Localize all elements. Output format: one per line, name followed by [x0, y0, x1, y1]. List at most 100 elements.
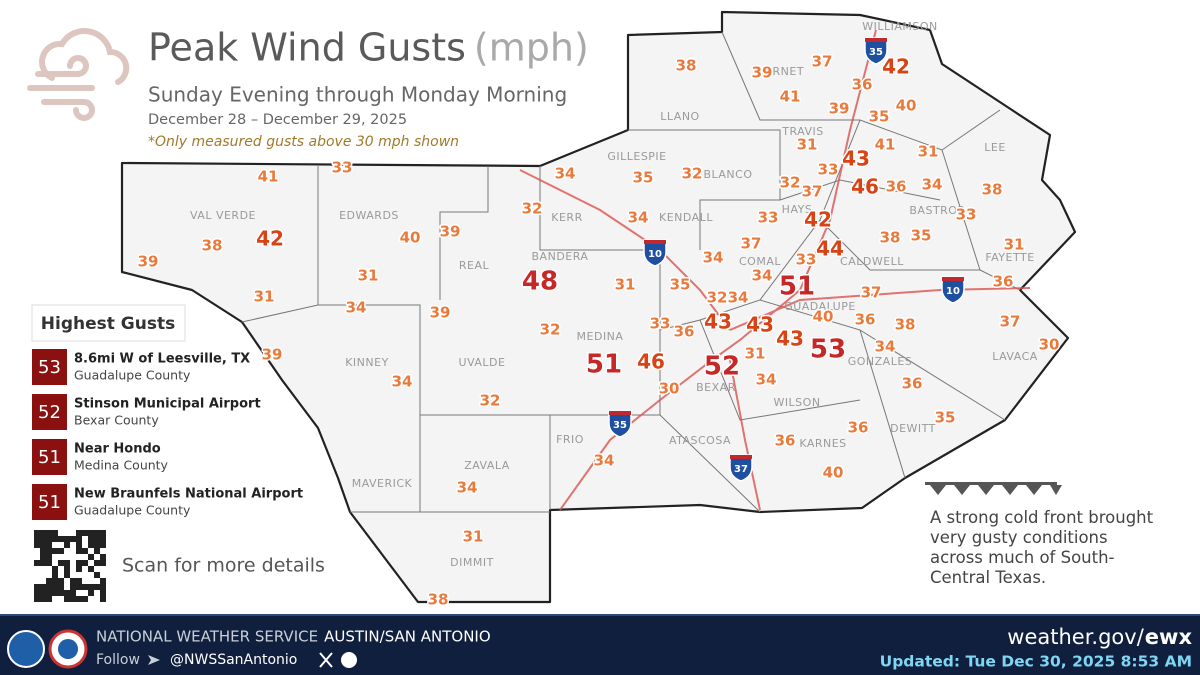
highway-shield-top: [730, 455, 752, 459]
qr-module: [64, 590, 70, 596]
highway-shield: [643, 239, 667, 267]
qr-module: [82, 596, 88, 602]
qr-module: [58, 548, 64, 554]
qr-module: [52, 548, 58, 554]
qr-module: [76, 560, 82, 566]
rank-location: 8.6mi W of Leesville, TX: [74, 352, 250, 367]
county-label: UVALDE: [459, 356, 506, 369]
date-range: December 28 – December 29, 2025: [148, 112, 407, 128]
county-label: KENDALL: [659, 211, 713, 224]
county-label: COMAL: [739, 255, 781, 268]
site-office[interactable]: ewx: [1145, 625, 1193, 649]
qr-module: [52, 572, 58, 578]
county-label: BURNET: [756, 65, 804, 78]
rank-value: 51: [38, 447, 61, 468]
county-label: EDWARDS: [339, 209, 399, 222]
qr-module: [52, 530, 58, 536]
county-label: KERR: [551, 211, 582, 224]
handle[interactable]: @NWSSanAntonio: [170, 652, 297, 668]
gust-value: 33: [758, 209, 779, 227]
qr-module: [52, 578, 58, 584]
gust-value: 38: [428, 591, 449, 609]
gust-value: 36: [993, 273, 1014, 291]
rank-box: [32, 349, 67, 385]
gust-value: 37: [802, 183, 823, 201]
qr-module: [40, 560, 46, 566]
county-label: TRAVIS: [781, 125, 824, 138]
gust-value: 37: [1000, 313, 1021, 331]
region-outline: [120, 10, 1077, 604]
county-label: KARNES: [799, 437, 846, 450]
qr-module: [52, 536, 58, 542]
rank-location: Stinson Municipal Airport: [74, 397, 261, 412]
qr-module: [64, 536, 70, 542]
county-label: GILLESPIE: [607, 150, 666, 163]
gust-value: 39: [430, 304, 451, 322]
gust-value: 31: [463, 528, 484, 546]
qr-module: [100, 584, 106, 590]
qr-module: [40, 584, 46, 590]
qr-module: [64, 560, 70, 566]
updated: Updated: Tue Dec 30, 2025 8:53 AM: [880, 653, 1192, 671]
gust-value: 34: [346, 299, 367, 317]
follow: Follow: [96, 652, 140, 668]
qr-module: [70, 578, 76, 584]
qr-module: [46, 596, 52, 602]
gust-value: 51: [779, 272, 815, 302]
facebook-icon[interactable]: [341, 652, 357, 668]
qr-module: [46, 536, 52, 542]
rank-value: 51: [38, 492, 61, 513]
county-label: DEWITT: [890, 422, 936, 435]
qr-module: [58, 590, 64, 596]
gust-value: 35: [869, 108, 890, 126]
gust-value: 46: [851, 175, 879, 199]
gust-value: 38: [895, 316, 916, 334]
county-label: BEXAR: [696, 381, 736, 394]
qr-module: [40, 596, 46, 602]
county-label: WILSON: [773, 396, 820, 409]
qr-module: [100, 560, 106, 566]
x-icon[interactable]: [319, 652, 333, 668]
qr-module: [94, 530, 100, 536]
highway-number: 35: [869, 47, 883, 58]
site[interactable]: weather.gov/: [1007, 625, 1144, 649]
highway-shield: [608, 410, 632, 438]
qr-module: [52, 566, 58, 572]
qr-module: [46, 554, 52, 560]
highway-shield: [729, 454, 753, 482]
qr-module: [82, 530, 88, 536]
gust-value: 38: [202, 237, 223, 255]
rank-county: Bexar County: [74, 413, 159, 428]
gust-value: 31: [615, 276, 636, 294]
county-label: ZAVALA: [464, 459, 510, 472]
title: Peak Wind Gusts: [148, 26, 466, 70]
qr-module: [82, 548, 88, 554]
gust-value: 34: [628, 209, 649, 227]
county-label: BLANCO: [703, 168, 752, 181]
qr-module: [82, 584, 88, 590]
title-units: (mph): [474, 26, 589, 70]
qr-module: [40, 530, 46, 536]
rank-box: [32, 484, 67, 520]
footer-graphic: NATIONAL WEATHER SERVICE AUSTIN/SAN ANTO…: [7, 625, 1193, 671]
qr-module: [40, 548, 46, 554]
qr-module: [34, 596, 40, 602]
gust-value: 30: [659, 380, 680, 398]
gust-value: 36: [855, 311, 876, 329]
highway-number: 10: [648, 249, 662, 260]
qr-module: [100, 536, 106, 542]
gust-value: 40: [896, 97, 917, 115]
wind-icon: [27, 28, 130, 121]
qr-module: [46, 590, 52, 596]
qr-module: [40, 554, 46, 560]
qr-module: [82, 560, 88, 566]
highway-shield-top: [865, 38, 887, 42]
gust-value: 39: [752, 64, 773, 82]
qr-module: [76, 536, 82, 542]
qr-module: [94, 536, 100, 542]
gust-value: 37: [741, 235, 762, 253]
county-label: LLANO: [660, 110, 699, 123]
gust-value: 34: [457, 479, 478, 497]
gust-value: 33: [818, 161, 839, 179]
